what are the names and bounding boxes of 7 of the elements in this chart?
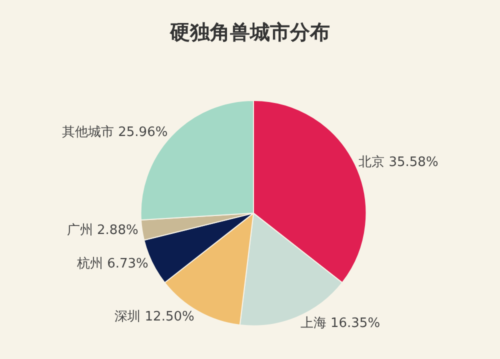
slice-label: 上海 16.35% xyxy=(300,316,380,332)
slice-label: 广州 2.88% xyxy=(66,222,138,238)
slice-label: 深圳 12.50% xyxy=(114,310,194,325)
chart-title: 硬独角兽城市分布 xyxy=(169,20,330,44)
slice-label: 北京 35.58% xyxy=(358,154,438,170)
slice-label: 其他城市 25.96% xyxy=(62,124,168,140)
slice-label: 杭州 6.73% xyxy=(76,256,148,272)
